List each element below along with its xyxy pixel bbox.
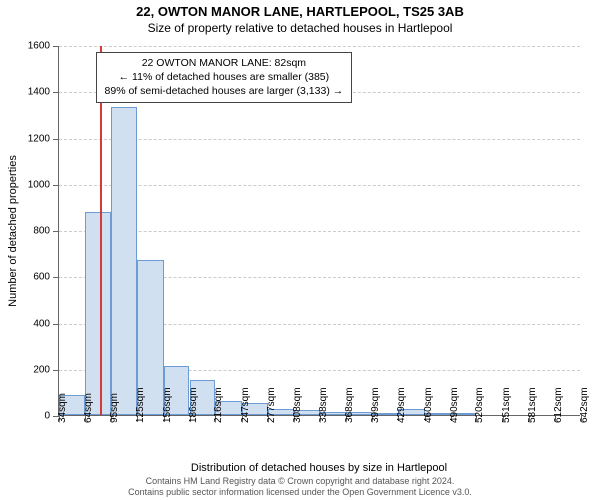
x-tick-label: 34sqm xyxy=(57,393,68,423)
gridline xyxy=(59,46,580,47)
footer-attribution: Contains HM Land Registry data © Crown c… xyxy=(0,476,600,499)
x-tick-label: 612sqm xyxy=(553,387,564,423)
annotation-line-2: ← 11% of detached houses are smaller (38… xyxy=(105,70,344,84)
y-tick-label: 600 xyxy=(33,272,50,283)
y-tick xyxy=(53,370,59,371)
x-tick-label: 216sqm xyxy=(213,387,224,423)
y-tick-label: 800 xyxy=(33,226,50,237)
y-axis-label: Number of detached properties xyxy=(7,155,19,307)
gridline xyxy=(59,231,580,232)
gridline xyxy=(59,185,580,186)
y-tick xyxy=(53,277,59,278)
x-tick-label: 490sqm xyxy=(449,387,460,423)
x-axis-label: Distribution of detached houses by size … xyxy=(58,462,580,474)
x-tick-label: 581sqm xyxy=(527,387,538,423)
y-tick xyxy=(53,324,59,325)
y-tick xyxy=(53,185,59,186)
title-line-1: 22, OWTON MANOR LANE, HARTLEPOOL, TS25 3… xyxy=(0,4,600,19)
y-tick xyxy=(53,46,59,47)
x-tick-label: 247sqm xyxy=(240,387,251,423)
x-tick-label: 308sqm xyxy=(292,387,303,423)
chart-titles: 22, OWTON MANOR LANE, HARTLEPOOL, TS25 3… xyxy=(0,0,600,35)
x-tick-label: 156sqm xyxy=(162,387,173,423)
y-tick-label: 1600 xyxy=(28,41,50,52)
x-tick-label: 460sqm xyxy=(423,387,434,423)
x-tick-label: 338sqm xyxy=(318,387,329,423)
x-tick-label: 551sqm xyxy=(501,387,512,423)
y-tick-label: 1400 xyxy=(28,87,50,98)
annotation-box: 22 OWTON MANOR LANE: 82sqm← 11% of detac… xyxy=(96,52,353,103)
y-tick-label: 400 xyxy=(33,318,50,329)
y-tick-label: 1200 xyxy=(28,133,50,144)
y-tick xyxy=(53,92,59,93)
histogram-bar xyxy=(85,212,112,416)
x-tick-label: 520sqm xyxy=(474,387,485,423)
annotation-line-1: 22 OWTON MANOR LANE: 82sqm xyxy=(105,56,344,70)
y-tick-label: 200 xyxy=(33,364,50,375)
chart-plot-area: 0200400600800100012001400160034sqm64sqm9… xyxy=(58,46,580,416)
footer-line-2: Contains public sector information licen… xyxy=(0,487,600,498)
histogram-bar xyxy=(111,107,137,415)
x-tick-label: 95sqm xyxy=(109,393,120,423)
y-tick-label: 0 xyxy=(44,411,50,422)
x-tick-label: 125sqm xyxy=(135,387,146,423)
x-tick-label: 186sqm xyxy=(188,387,199,423)
y-tick xyxy=(53,139,59,140)
x-tick-label: 368sqm xyxy=(344,387,355,423)
x-tick-label: 399sqm xyxy=(370,387,381,423)
x-tick-label: 277sqm xyxy=(266,387,277,423)
y-tick xyxy=(53,231,59,232)
y-tick-label: 1000 xyxy=(28,179,50,190)
x-tick-label: 642sqm xyxy=(579,387,590,423)
y-axis-label-container: Number of detached properties xyxy=(6,46,20,416)
x-tick-label: 429sqm xyxy=(396,387,407,423)
footer-line-1: Contains HM Land Registry data © Crown c… xyxy=(0,476,600,487)
gridline xyxy=(59,139,580,140)
x-tick-label: 64sqm xyxy=(83,393,94,423)
title-line-2: Size of property relative to detached ho… xyxy=(0,21,600,35)
annotation-line-3: 89% of semi-detached houses are larger (… xyxy=(105,84,344,98)
